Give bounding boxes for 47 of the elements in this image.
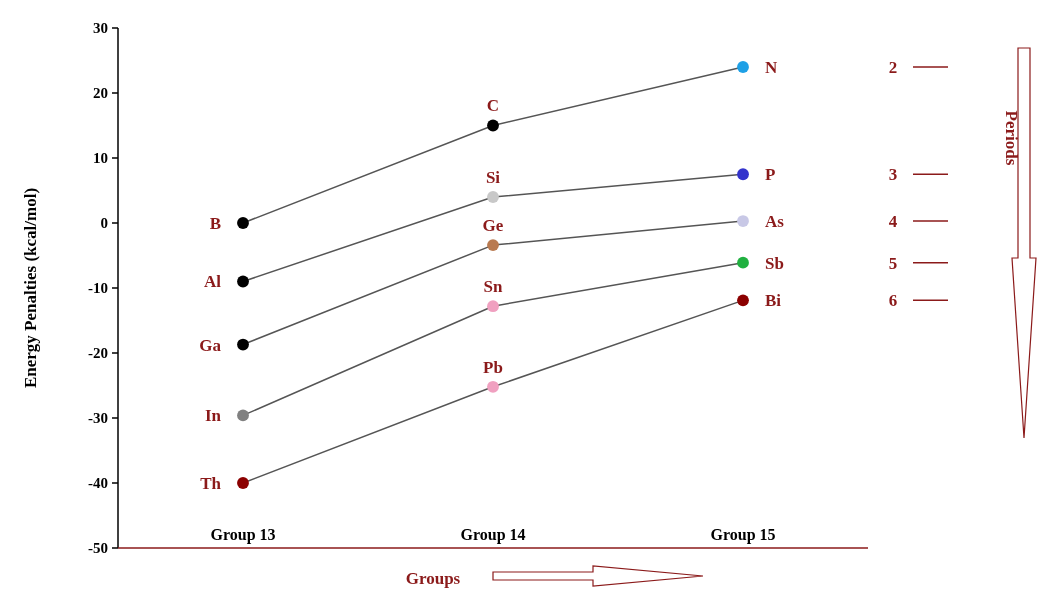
point (737, 215, 749, 227)
annotation: Bi (765, 291, 782, 311)
annotation: Ga (199, 335, 222, 355)
annotation: Si (485, 167, 501, 187)
text: Periods (1002, 110, 1021, 166)
x-axis-title: Groups (405, 569, 461, 588)
text: 3 (888, 165, 898, 185)
point (737, 256, 749, 269)
y-tick-label: 30 (93, 20, 108, 37)
y-tick-label: 20 (93, 85, 108, 102)
point (487, 300, 499, 313)
point (737, 294, 749, 307)
annotation: C (486, 96, 500, 116)
point (487, 191, 499, 203)
point (737, 168, 749, 181)
point (237, 409, 249, 422)
annotation: B (209, 213, 221, 233)
annotation: Al (204, 272, 222, 292)
annotation: P (765, 165, 776, 185)
x-tick-label: Group 15 (710, 526, 776, 544)
annotation: In (204, 406, 222, 426)
x-tick-label: Group 13 (210, 526, 276, 544)
point (487, 239, 499, 252)
y-tick-label: -40 (88, 475, 108, 492)
y-tick-label: -30 (88, 410, 108, 427)
x-tick-label: Group 14 (460, 526, 526, 544)
y-tick-label: -10 (88, 280, 108, 297)
annotation: Sn (483, 277, 503, 297)
annotation: Pb (483, 357, 503, 377)
point (237, 477, 249, 489)
y-tick-label: -20 (88, 345, 108, 362)
y-axis-title: Energy Penalties (kcal/mol) (21, 187, 40, 389)
text: 6 (888, 291, 898, 311)
point (237, 217, 249, 229)
text: 5 (888, 253, 898, 273)
annotation: Sb (765, 253, 784, 273)
annotation: N (765, 57, 778, 77)
point (487, 119, 499, 132)
point (737, 61, 749, 73)
y-tick-label: 10 (93, 150, 108, 167)
text: 4 (888, 212, 898, 231)
text: 2 (888, 57, 898, 77)
y-tick-label: -50 (88, 540, 108, 557)
annotation: Th (200, 473, 222, 493)
y-tick-label: 0 (100, 215, 108, 232)
annotation: Ge (482, 216, 504, 236)
annotation: As (765, 212, 785, 231)
